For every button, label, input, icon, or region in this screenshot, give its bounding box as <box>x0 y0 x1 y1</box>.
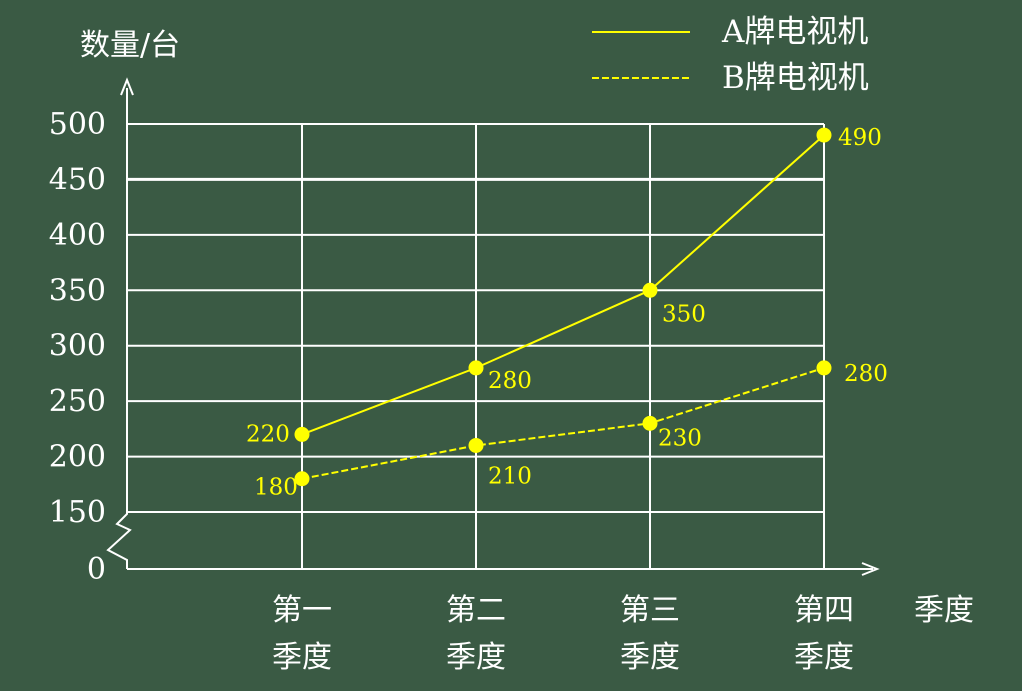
y-axis-arrow <box>120 77 134 96</box>
y-tick-label: 400 <box>49 218 106 253</box>
y-tick-label: 0 <box>87 552 106 587</box>
data-label: 350 <box>662 301 706 327</box>
x-tick-label: 第二 <box>446 593 506 628</box>
data-label: 230 <box>658 425 702 451</box>
data-label: 210 <box>488 463 532 489</box>
x-tick-label: 第四 <box>794 593 854 628</box>
data-label: 220 <box>246 421 290 447</box>
x-tick-label: 季度 <box>446 640 506 675</box>
data-point <box>642 282 658 298</box>
data-point <box>468 360 484 376</box>
data-label: 180 <box>254 475 298 501</box>
data-point <box>816 127 832 143</box>
data-label: 490 <box>838 125 882 151</box>
x-tick-label: 季度 <box>620 640 680 675</box>
y-tick-label: 350 <box>49 273 106 308</box>
legend-label: B牌电视机 <box>722 60 869 96</box>
x-axis-arrow <box>861 562 880 576</box>
series-line <box>301 366 825 480</box>
data-point <box>294 426 310 442</box>
y-tick-label: 500 <box>49 107 106 142</box>
x-tick-label: 季度 <box>794 640 854 675</box>
data-point <box>816 360 832 376</box>
x-axis-label: 季度 <box>914 593 974 628</box>
x-tick-label: 第一 <box>272 593 332 628</box>
data-label: 280 <box>844 361 888 387</box>
data-point <box>468 437 484 453</box>
data-point <box>642 415 658 431</box>
y-tick-label: 450 <box>49 162 106 197</box>
x-tick-label: 季度 <box>272 640 332 675</box>
legend-label: A牌电视机 <box>721 14 868 50</box>
y-axis <box>106 88 132 569</box>
y-tick-label: 300 <box>49 329 106 364</box>
x-tick-label: 第三 <box>620 593 680 628</box>
y-tick-label: 150 <box>49 495 106 530</box>
series-line <box>301 134 825 436</box>
y-tick-label: 250 <box>49 384 106 419</box>
data-label: 280 <box>488 368 532 394</box>
y-axis-label: 数量/台 <box>80 28 180 63</box>
y-tick-label: 200 <box>49 440 106 475</box>
data-point <box>294 471 310 487</box>
